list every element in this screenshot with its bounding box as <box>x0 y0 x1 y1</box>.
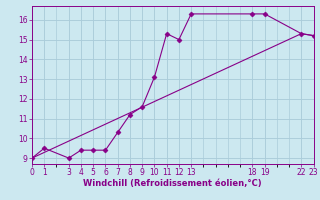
X-axis label: Windchill (Refroidissement éolien,°C): Windchill (Refroidissement éolien,°C) <box>84 179 262 188</box>
